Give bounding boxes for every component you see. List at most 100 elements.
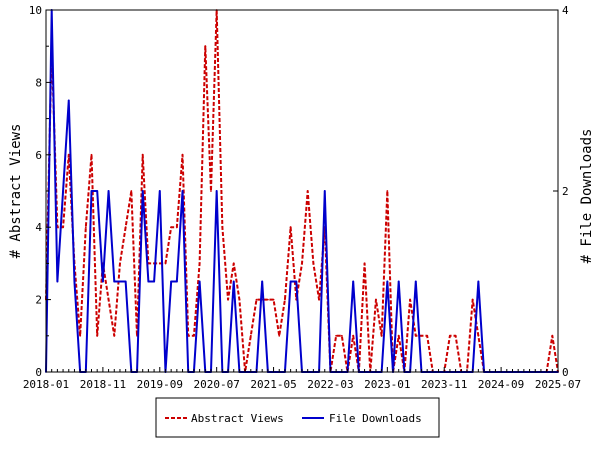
data-point-abstract-views bbox=[119, 262, 121, 265]
y-axis-ticks bbox=[46, 9, 51, 373]
data-point-abstract-views bbox=[170, 226, 173, 229]
data-point-file-downloads bbox=[119, 280, 121, 283]
y-axis-title: # Abstract Views bbox=[8, 124, 24, 259]
data-point-file-downloads bbox=[323, 190, 326, 192]
data-point-abstract-views bbox=[62, 226, 64, 229]
data-point-file-downloads bbox=[153, 280, 155, 283]
y2-axis-labels: 0 2 4 bbox=[562, 4, 569, 379]
data-point-abstract-views bbox=[340, 334, 343, 337]
data-point-abstract-views bbox=[210, 190, 212, 192]
data-point-abstract-views bbox=[414, 334, 417, 337]
y-tick-label: 4 bbox=[35, 221, 42, 234]
x-axis-labels: 2018-01 2018-11 2019-09 2020-07 2021-05 2022-… bbox=[23, 378, 581, 391]
data-point-abstract-views bbox=[181, 153, 184, 156]
data-point-abstract-views bbox=[312, 262, 315, 265]
data-point-file-downloads bbox=[289, 280, 292, 283]
y-tick-label: 0 bbox=[35, 366, 42, 379]
data-point-abstract-views bbox=[426, 334, 429, 337]
x-tick-label: 2018-01 bbox=[23, 378, 69, 391]
y2-tick-label: 0 bbox=[562, 366, 569, 379]
y-axis-labels: 0 2 4 6 8 10 bbox=[29, 4, 43, 379]
y-tick-label: 6 bbox=[35, 149, 42, 162]
data-point-file-downloads bbox=[215, 190, 218, 192]
data-point-abstract-views bbox=[289, 226, 292, 229]
data-point-abstract-views bbox=[449, 334, 451, 337]
y2-tick-label: 2 bbox=[562, 185, 569, 198]
y2-axis-ticks bbox=[553, 9, 558, 373]
data-point-file-downloads bbox=[181, 190, 184, 192]
data-point-abstract-views bbox=[67, 153, 70, 156]
data-point-abstract-views bbox=[306, 190, 309, 192]
data-point-file-downloads bbox=[170, 280, 173, 283]
data-point-abstract-views bbox=[79, 334, 82, 337]
data-point-file-downloads bbox=[158, 190, 161, 192]
data-point-abstract-views bbox=[107, 298, 110, 301]
x-tick-label: 2023-11 bbox=[421, 378, 467, 391]
x-tick-label: 2022-03 bbox=[307, 378, 353, 391]
data-point-abstract-views bbox=[158, 262, 161, 265]
data-point-abstract-views bbox=[380, 334, 383, 337]
data-point-file-downloads bbox=[124, 280, 127, 283]
data-point-abstract-views bbox=[193, 334, 195, 337]
x-tick-label: 2019-09 bbox=[137, 378, 183, 391]
data-point-file-downloads bbox=[101, 280, 104, 283]
data-point-abstract-views bbox=[284, 298, 286, 301]
data-point-file-downloads bbox=[386, 280, 389, 283]
data-point-file-downloads bbox=[295, 280, 298, 283]
data-point-abstract-views bbox=[386, 190, 389, 192]
data-point-abstract-views bbox=[477, 334, 480, 337]
x-tick-label: 2021-05 bbox=[250, 378, 296, 391]
data-point-file-downloads bbox=[397, 280, 400, 283]
data-point-abstract-views bbox=[278, 334, 281, 337]
data-point-abstract-views bbox=[255, 298, 258, 301]
data-point-abstract-views bbox=[221, 226, 224, 229]
data-point-abstract-views bbox=[397, 334, 400, 337]
data-point-abstract-views bbox=[471, 298, 474, 301]
data-point-abstract-views bbox=[272, 298, 275, 301]
data-point-file-downloads bbox=[261, 280, 264, 283]
data-point-abstract-views bbox=[363, 262, 366, 265]
legend-box bbox=[155, 397, 440, 438]
y2-tick-label: 4 bbox=[562, 4, 569, 17]
y2-axis-title: # File Downloads bbox=[579, 129, 595, 264]
data-point-abstract-views bbox=[90, 153, 93, 156]
data-point-file-downloads bbox=[62, 190, 64, 192]
data-point-abstract-views bbox=[375, 298, 377, 301]
data-point-file-downloads bbox=[67, 99, 70, 102]
y-tick-label: 8 bbox=[35, 76, 42, 89]
legend: Abstract Views File Downloads bbox=[155, 397, 440, 438]
data-point-file-downloads bbox=[113, 280, 116, 283]
data-point-abstract-views bbox=[238, 298, 241, 301]
data-point-file-downloads bbox=[198, 280, 201, 283]
data-point-abstract-views bbox=[113, 334, 116, 337]
data-point-abstract-views bbox=[301, 262, 303, 265]
data-point-file-downloads bbox=[414, 280, 417, 283]
x-tick-label: 2023-01 bbox=[364, 378, 410, 391]
data-point-abstract-views bbox=[551, 334, 554, 337]
data-point-abstract-views bbox=[164, 262, 167, 265]
data-point-abstract-views bbox=[266, 298, 269, 301]
data-point-file-downloads bbox=[175, 280, 178, 283]
data-point-file-downloads bbox=[96, 190, 99, 192]
data-point-abstract-views bbox=[318, 298, 320, 301]
legend-label-abstract-views: Abstract Views bbox=[191, 412, 284, 425]
data-point-abstract-views bbox=[204, 45, 207, 48]
x-tick-label: 2020-07 bbox=[193, 378, 239, 391]
x-axis-ticks bbox=[45, 367, 559, 372]
data-point-file-downloads bbox=[73, 280, 76, 283]
data-point-file-downloads bbox=[90, 190, 93, 192]
data-point-abstract-views bbox=[409, 298, 411, 301]
data-point-abstract-views bbox=[124, 226, 127, 229]
data-point-file-downloads bbox=[477, 280, 480, 283]
data-point-abstract-views bbox=[141, 153, 144, 156]
data-point-file-downloads bbox=[147, 280, 150, 283]
data-point-abstract-views bbox=[335, 334, 338, 337]
data-point-file-downloads bbox=[352, 280, 355, 283]
y-tick-label: 2 bbox=[35, 294, 42, 307]
data-point-abstract-views bbox=[249, 334, 252, 337]
x-tick-label: 2024-09 bbox=[478, 378, 524, 391]
data-point-abstract-views bbox=[198, 262, 201, 265]
data-point-file-downloads bbox=[56, 280, 59, 283]
data-point-file-downloads bbox=[107, 190, 110, 192]
